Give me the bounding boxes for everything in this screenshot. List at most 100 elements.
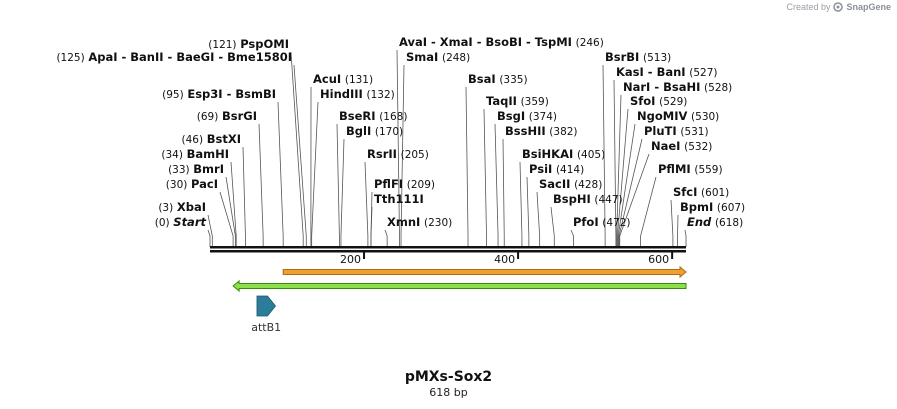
site-paci-label[interactable]: (30) PacI xyxy=(166,177,218,191)
site-taqii-label[interactable]: TaqII (359) xyxy=(486,94,549,108)
site-hindiii-line xyxy=(311,101,319,247)
site-bsai-label[interactable]: BsaI (335) xyxy=(468,72,528,86)
site-bpmi-position: (607) xyxy=(717,202,745,214)
ruler-label-600: 600 xyxy=(648,253,669,266)
site-bpmi-label[interactable]: BpmI (607) xyxy=(680,200,745,214)
site-avai-xmai-bsobi-tspmi-position: (246) xyxy=(576,37,604,49)
site-bamhi-line xyxy=(230,161,237,247)
site-kasi-bani-label[interactable]: KasI - BanI (527) xyxy=(616,65,717,79)
site-pflmi-position: (559) xyxy=(694,164,722,176)
site-bsrbi-line xyxy=(602,64,606,247)
site-xmni-name: XmnI xyxy=(387,215,420,229)
site-ngomiv-name: NgoMIV xyxy=(637,109,687,123)
plasmid-name: pMXs-Sox2 xyxy=(404,369,493,385)
site-tth111i-label[interactable]: Tth111I xyxy=(374,192,424,206)
site-bmri-label[interactable]: (33) BmrI xyxy=(168,162,224,176)
site-pflmi-name: PflMI xyxy=(658,162,691,176)
site-ngomiv-position: (530) xyxy=(691,111,719,123)
site-esp3i-bsmbi-position: (95) xyxy=(162,89,184,101)
site-psii-label[interactable]: PsiI (414) xyxy=(529,162,584,176)
site-sacii-position: (428) xyxy=(574,179,602,191)
site-pflfi-label[interactable]: PflFI (209) xyxy=(374,177,435,191)
site-bsphi-name: BspHI xyxy=(553,192,591,206)
site-sfci-position: (601) xyxy=(701,187,729,199)
site-bsai-position: (335) xyxy=(499,74,527,86)
site-start-label[interactable]: (0) Start xyxy=(155,215,207,229)
site-bgli-label[interactable]: BglI (170) xyxy=(346,124,403,138)
site-xmni-label[interactable]: XmnI (230) xyxy=(387,215,452,229)
site-bsshii-line xyxy=(502,138,505,247)
feature-attb1[interactable]: attB1 xyxy=(251,295,281,334)
site-psii-position: (414) xyxy=(556,164,584,176)
site-bsihkai-line xyxy=(519,161,523,247)
site-esp3i-bsmbi-name: Esp3I - BsmBI xyxy=(187,87,276,101)
site-bsshii-name: BssHII xyxy=(505,124,546,138)
site-sfci-label[interactable]: SfcI (601) xyxy=(673,185,729,199)
site-start-line xyxy=(207,229,211,247)
site-xbai-label[interactable]: (3) XbaI xyxy=(158,200,206,214)
site-sfoi-label[interactable]: SfoI (529) xyxy=(630,94,687,108)
site-avai-xmai-bsobi-tspmi-label[interactable]: AvaI - XmaI - BsoBI - TspMI (246) xyxy=(399,35,604,49)
site-bsshii-label[interactable]: BssHII (382) xyxy=(505,124,578,138)
site-bamhi-label[interactable]: (34) BamHI xyxy=(161,147,229,161)
site-ngomiv-label[interactable]: NgoMIV (530) xyxy=(637,109,719,123)
site-xbai-position: (3) xyxy=(158,202,173,214)
site-pspomi-name: PspOMI xyxy=(240,37,289,51)
site-pluti-label[interactable]: PluTI (531) xyxy=(644,124,709,138)
site-bsrgi-line xyxy=(258,123,264,247)
site-naei-position: (532) xyxy=(684,141,712,153)
site-bsgi-label[interactable]: BsgI (374) xyxy=(497,109,557,123)
site-start-position: (0) xyxy=(155,217,170,229)
backbone-bottom-strand xyxy=(210,250,686,253)
feature-orange-feature[interactable] xyxy=(282,265,687,279)
site-bsphi-position: (447) xyxy=(594,194,622,206)
credit-brand: SnapGene xyxy=(846,2,891,12)
site-apai-banii-baegi-bme1580i-name: ApaI - BanII - BaeGI - Bme1580I xyxy=(88,50,292,64)
ruler-tick-600 xyxy=(671,252,674,259)
site-rsrii-label[interactable]: RsrII (205) xyxy=(367,147,429,161)
site-bamhi-position: (34) xyxy=(161,149,183,161)
site-pflmi-label[interactable]: PflMI (559) xyxy=(658,162,723,176)
site-bstxi-label[interactable]: (46) BstXI xyxy=(182,132,241,146)
site-smai-label[interactable]: SmaI (248) xyxy=(406,50,470,64)
site-pspomi-position: (121) xyxy=(208,39,236,51)
site-nari-bsahi-line xyxy=(616,94,622,247)
site-hindiii-label[interactable]: HindIII (132) xyxy=(320,87,395,101)
site-naei-label[interactable]: NaeI (532) xyxy=(651,139,712,153)
ruler-label-400: 400 xyxy=(494,253,515,266)
site-rsrii-line xyxy=(364,161,369,247)
feature-attb1-label: attB1 xyxy=(251,321,281,334)
site-end-label[interactable]: End (618) xyxy=(687,215,743,229)
site-sacii-label[interactable]: SacII (428) xyxy=(539,177,602,191)
site-bamhi-name: BamHI xyxy=(187,147,229,161)
site-paci-line xyxy=(219,191,234,247)
site-apai-banii-baegi-bme1580i-label[interactable]: (125) ApaI - BanII - BaeGI - Bme1580I xyxy=(56,50,292,64)
site-pluti-name: PluTI xyxy=(644,124,677,138)
site-sfoi-name: SfoI xyxy=(630,94,655,108)
ruler-tick-200 xyxy=(363,252,366,259)
site-bsgi-name: BsgI xyxy=(497,109,525,123)
site-acui-label[interactable]: AcuI (131) xyxy=(313,72,373,86)
site-bsrbi-label[interactable]: BsrBI (513) xyxy=(605,50,671,64)
backbone-top-strand xyxy=(210,246,686,249)
site-bsphi-label[interactable]: BspHI (447) xyxy=(553,192,623,206)
site-psii-line xyxy=(526,176,530,247)
site-nari-bsahi-label[interactable]: NarI - BsaHI (528) xyxy=(623,80,732,94)
site-pluti-position: (531) xyxy=(680,126,708,138)
site-hindiii-position: (132) xyxy=(366,89,394,101)
site-pfoi-position: (472) xyxy=(602,217,630,229)
site-bseri-label[interactable]: BseRI (168) xyxy=(339,109,407,123)
site-pspomi-label[interactable]: (121) PspOMI xyxy=(208,37,289,51)
plasmid-length: 618 bp xyxy=(429,386,468,399)
site-smai-name: SmaI xyxy=(406,50,438,64)
site-esp3i-bsmbi-label[interactable]: (95) Esp3I - BsmBI xyxy=(162,87,276,101)
site-bsihkai-label[interactable]: BsiHKAI (405) xyxy=(522,147,605,161)
site-end-line xyxy=(684,229,687,247)
site-bseri-name: BseRI xyxy=(339,109,376,123)
site-esp3i-bsmbi-line xyxy=(277,101,284,247)
site-kasi-bani-name: KasI - BanI xyxy=(616,65,686,79)
site-pfoi-label[interactable]: PfoI (472) xyxy=(573,215,631,229)
site-bsrgi-label[interactable]: (69) BsrGI xyxy=(197,109,257,123)
site-bsai-name: BsaI xyxy=(468,72,496,86)
feature-green-feature[interactable] xyxy=(232,279,687,293)
